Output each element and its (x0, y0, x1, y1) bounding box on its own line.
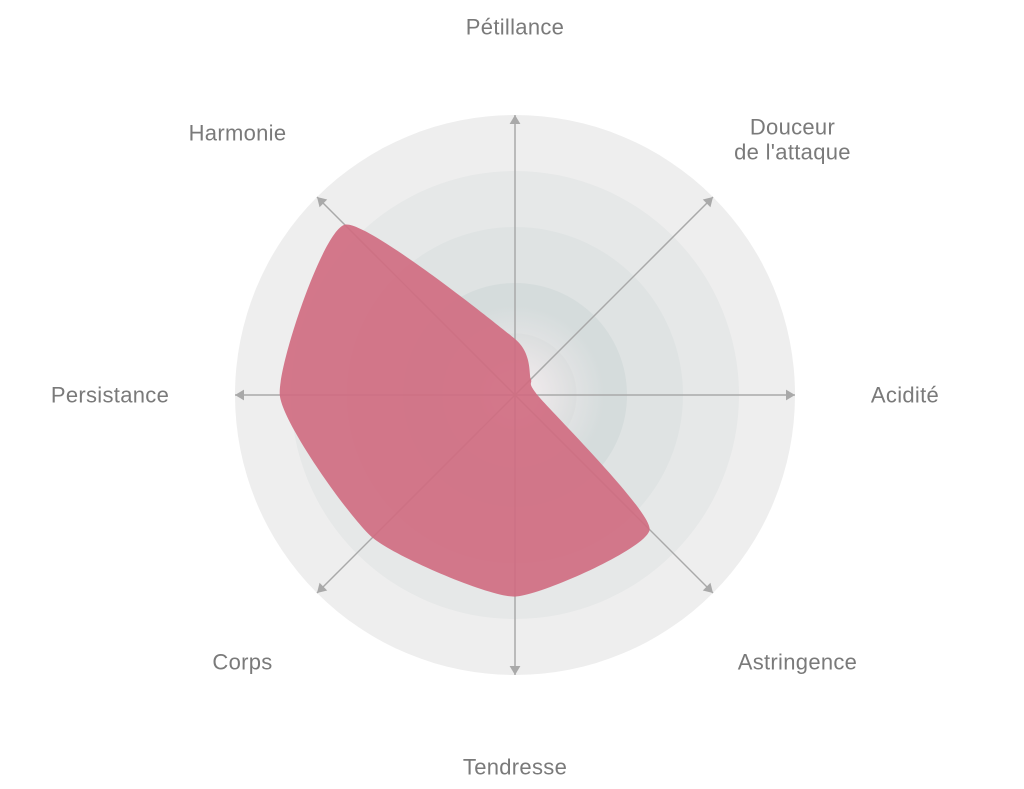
radar-svg (0, 0, 1024, 789)
radar-chart: PétillanceDouceur de l'attaqueAciditéAst… (0, 0, 1024, 789)
